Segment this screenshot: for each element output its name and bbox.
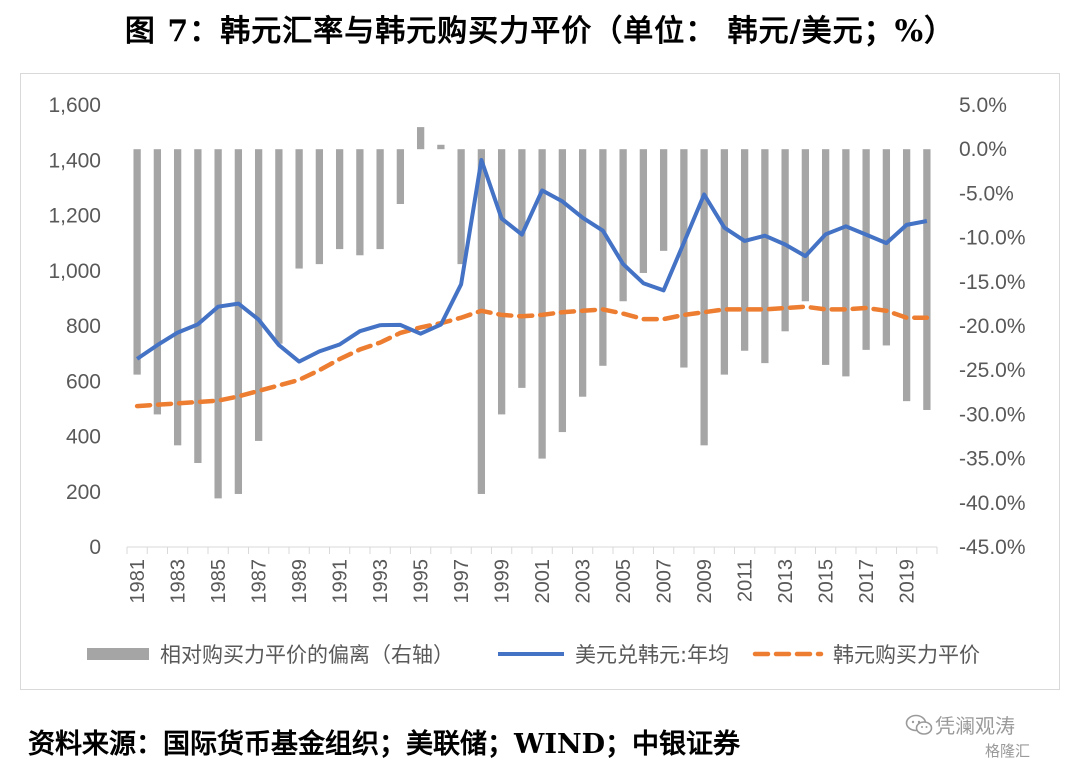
deviation-bar [416, 127, 425, 150]
y-right-tick-label: 0.0% [959, 138, 1007, 161]
wechat-icon [905, 714, 933, 735]
deviation-bar [153, 149, 162, 415]
x-tick-label: 2019 [897, 559, 919, 604]
deviation-bar [275, 149, 283, 344]
deviation-bar [842, 149, 850, 377]
y-right-tick-label: -5.0% [959, 182, 1014, 205]
watermark-logo: 格隆汇 [985, 742, 1031, 760]
deviation-bar [700, 149, 708, 446]
legend-label-fx: 美元兑韩元:年均 [575, 643, 729, 667]
x-tick-label: 1993 [370, 559, 392, 604]
deviation-bar [396, 149, 405, 205]
deviation-bar [781, 149, 789, 332]
deviation-bar [214, 149, 222, 499]
legend-label-deviation: 相对购买力平价的偏离（右轴） [160, 643, 454, 667]
y-left-tick-label: 1,600 [48, 94, 101, 117]
deviation-bar [862, 149, 870, 350]
y-right-tick-label: -10.0% [959, 227, 1026, 250]
x-tick-label: 2013 [775, 559, 797, 604]
deviation-bar [234, 149, 243, 494]
deviation-bar [477, 149, 486, 494]
x-tick-label: 1997 [451, 559, 473, 604]
x-tick-label: 2009 [694, 559, 716, 604]
y-left-tick-label: 600 [66, 370, 101, 393]
deviation-bar [619, 149, 627, 302]
deviation-bar [902, 149, 911, 402]
page-title: 图 7：韩元汇率与韩元购买力平价（单位： 韩元/美元；%） [124, 14, 956, 49]
y-left-tick-label: 200 [66, 481, 101, 504]
x-tick-label: 1987 [249, 559, 271, 604]
y-right-tick-label: -25.0% [959, 359, 1026, 382]
fx-line [135, 158, 928, 364]
x-tick-label: 2001 [532, 559, 554, 604]
y-right-tick-label: -15.0% [959, 271, 1026, 294]
legend-label-ppp: 韩元购买力平价 [833, 643, 980, 667]
deviation-bar [882, 149, 891, 346]
deviation-bar [720, 149, 729, 375]
x-tick-label: 1999 [492, 559, 514, 604]
deviation-bar [821, 149, 830, 365]
legend-swatch-deviation [87, 648, 149, 660]
ppp-line [134, 304, 930, 409]
deviation-bar [680, 149, 688, 368]
deviation-bar [599, 149, 607, 366]
deviation-bar [639, 149, 648, 273]
deviation-bar [518, 149, 526, 388]
deviation-bar [376, 149, 384, 250]
source-note: 资料来源：国际货币基金组织；美联储；WIND；中银证券 [28, 729, 741, 760]
deviation-bar [194, 149, 202, 464]
y-left-tick-label: 1,200 [48, 205, 101, 228]
chart-frame [20, 73, 1060, 690]
deviation-bar [437, 144, 445, 150]
x-tick-label: 2017 [856, 559, 878, 604]
y-left-tick-label: 800 [66, 315, 101, 338]
deviation-bar [356, 149, 364, 256]
x-tick-label: 2011 [735, 559, 757, 602]
deviation-bar [801, 149, 810, 302]
y-right-tick-label: -20.0% [959, 315, 1026, 338]
deviation-bar [254, 149, 263, 441]
x-tick-label: 2005 [613, 559, 635, 604]
y-left-tick-label: 400 [66, 426, 101, 449]
y-right-tick-label: -40.0% [959, 492, 1026, 515]
x-tick-label: 1989 [289, 559, 311, 604]
x-tick-label: 2003 [573, 559, 595, 604]
watermark: 凭澜观涛 [905, 710, 1015, 739]
deviation-bar [457, 149, 465, 265]
deviation-bar [923, 149, 931, 410]
x-tick-label: 1981 [127, 559, 149, 604]
deviation-bar [173, 149, 182, 446]
deviation-bar [538, 149, 546, 459]
y-left-tick-label: 1,400 [48, 149, 101, 172]
deviation-bar [761, 149, 769, 364]
y-right-tick-label: 5.0% [959, 94, 1007, 117]
deviation-bar [295, 149, 303, 269]
x-tick-label: 1991 [330, 559, 352, 604]
y-left-tick-label: 0 [89, 536, 101, 559]
deviation-bar [497, 149, 506, 415]
x-tick-label: 1995 [411, 559, 433, 604]
deviation-bar [740, 149, 749, 351]
chart: 0 200 400 600 800 1,000 1,200 1,400 1,600 -45.0% -… [48, 94, 1026, 667]
y-right-tick-label: -45.0% [959, 536, 1026, 559]
x-tick-label: 2007 [654, 559, 676, 604]
watermark-account: 凭澜观涛 [935, 714, 1015, 738]
deviation-bar [578, 149, 587, 397]
deviation-bar [659, 149, 668, 251]
y-left-tick-label: 1,000 [48, 260, 101, 283]
x-tick-label: 2015 [816, 559, 838, 604]
deviation-bar [558, 149, 567, 433]
y-right-tick-label: -30.0% [959, 403, 1026, 426]
deviation-bar [315, 149, 324, 265]
deviation-bar [335, 149, 344, 250]
x-tick-label: 1985 [208, 559, 230, 604]
deviation-bar [133, 149, 141, 375]
y-right-tick-label: -35.0% [959, 448, 1026, 471]
x-tick-label: 1983 [168, 559, 190, 604]
